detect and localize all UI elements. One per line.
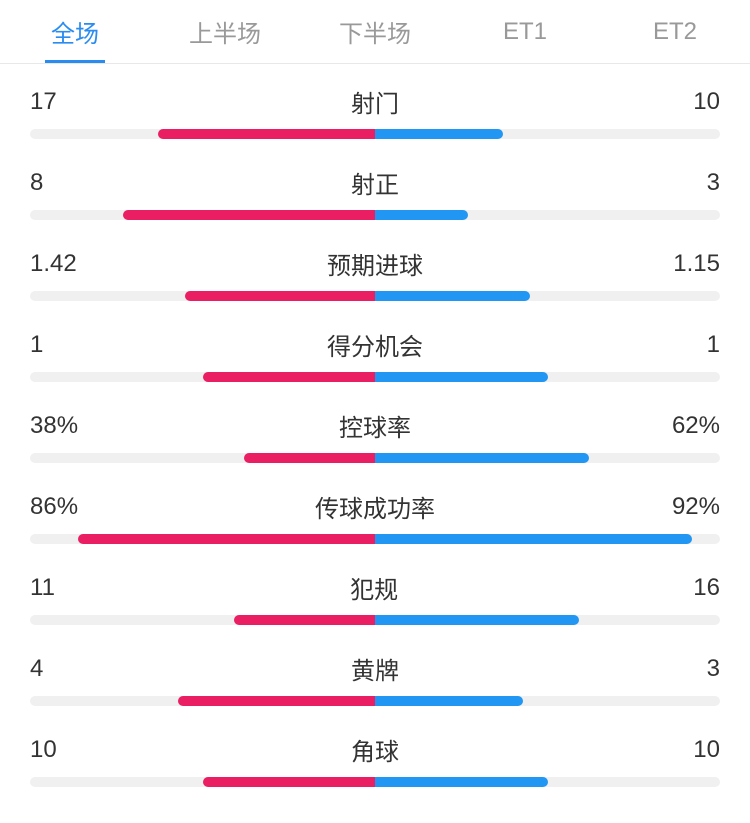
stat-right-bar bbox=[375, 291, 530, 301]
stat-header: 4黄牌3 bbox=[30, 651, 720, 686]
stat-header: 8射正3 bbox=[30, 165, 720, 200]
stat-left-bar bbox=[178, 696, 375, 706]
stat-right-value: 1 bbox=[707, 331, 720, 359]
stat-label: 传球成功率 bbox=[78, 489, 672, 524]
stat-left-bar bbox=[185, 291, 375, 301]
stat-label: 黄牌 bbox=[43, 651, 706, 686]
stat-label: 射门 bbox=[57, 84, 694, 119]
stats-list: 17射门108射正31.42预期进球1.151得分机会138%控球率62%86%… bbox=[0, 64, 750, 823]
stat-left-bar bbox=[78, 534, 375, 544]
stat-left-value: 11 bbox=[30, 574, 55, 602]
stat-header: 1.42预期进球1.15 bbox=[30, 246, 720, 281]
stat-header: 17射门10 bbox=[30, 84, 720, 119]
stat-row: 38%控球率62% bbox=[30, 408, 720, 463]
stat-left-bar bbox=[203, 777, 376, 787]
stat-label: 射正 bbox=[43, 165, 706, 200]
stat-right-value: 62% bbox=[672, 412, 720, 440]
stat-header: 10角球10 bbox=[30, 732, 720, 767]
stat-right-bar bbox=[375, 696, 523, 706]
stat-right-value: 10 bbox=[693, 736, 720, 764]
stat-bar bbox=[30, 291, 720, 301]
tab-4[interactable]: ET2 bbox=[600, 0, 750, 63]
stat-bar bbox=[30, 534, 720, 544]
stat-right-value: 16 bbox=[693, 574, 720, 602]
stat-right-value: 92% bbox=[672, 493, 720, 521]
stat-bar bbox=[30, 372, 720, 382]
stat-left-bar bbox=[158, 129, 375, 139]
stat-right-bar bbox=[375, 210, 468, 220]
stat-row: 1得分机会1 bbox=[30, 327, 720, 382]
stat-row: 4黄牌3 bbox=[30, 651, 720, 706]
stat-header: 38%控球率62% bbox=[30, 408, 720, 443]
stat-right-bar bbox=[375, 372, 548, 382]
stat-right-value: 10 bbox=[693, 88, 720, 116]
stat-left-value: 17 bbox=[30, 88, 57, 116]
stat-right-value: 3 bbox=[707, 655, 720, 683]
stat-label: 犯规 bbox=[55, 570, 693, 605]
stat-left-bar bbox=[234, 615, 375, 625]
stat-header: 86%传球成功率92% bbox=[30, 489, 720, 524]
stat-right-bar bbox=[375, 777, 548, 787]
stat-right-value: 1.15 bbox=[673, 250, 720, 278]
stat-right-bar bbox=[375, 453, 589, 463]
stat-left-value: 10 bbox=[30, 736, 57, 764]
stat-label: 得分机会 bbox=[43, 327, 706, 362]
stat-row: 17射门10 bbox=[30, 84, 720, 139]
stat-left-value: 8 bbox=[30, 169, 43, 197]
stat-row: 86%传球成功率92% bbox=[30, 489, 720, 544]
stat-left-value: 38% bbox=[30, 412, 78, 440]
stat-row: 10角球10 bbox=[30, 732, 720, 787]
tab-1[interactable]: 上半场 bbox=[150, 0, 300, 63]
stat-left-bar bbox=[244, 453, 375, 463]
stat-left-bar bbox=[203, 372, 376, 382]
stat-right-bar bbox=[375, 615, 579, 625]
stat-right-bar bbox=[375, 129, 503, 139]
stat-left-value: 1.42 bbox=[30, 250, 77, 278]
stat-left-bar bbox=[123, 210, 375, 220]
stat-right-value: 3 bbox=[707, 169, 720, 197]
stat-left-value: 4 bbox=[30, 655, 43, 683]
stat-bar bbox=[30, 696, 720, 706]
tab-3[interactable]: ET1 bbox=[450, 0, 600, 63]
stat-bar bbox=[30, 453, 720, 463]
stat-left-value: 1 bbox=[30, 331, 43, 359]
stat-bar bbox=[30, 777, 720, 787]
stat-label: 控球率 bbox=[78, 408, 672, 443]
stat-left-value: 86% bbox=[30, 493, 78, 521]
stat-header: 11犯规16 bbox=[30, 570, 720, 605]
stat-row: 1.42预期进球1.15 bbox=[30, 246, 720, 301]
stat-label: 角球 bbox=[57, 732, 694, 767]
tab-2[interactable]: 下半场 bbox=[300, 0, 450, 63]
stat-bar bbox=[30, 615, 720, 625]
stat-row: 8射正3 bbox=[30, 165, 720, 220]
stat-header: 1得分机会1 bbox=[30, 327, 720, 362]
tab-0[interactable]: 全场 bbox=[0, 0, 150, 63]
stat-row: 11犯规16 bbox=[30, 570, 720, 625]
stat-label: 预期进球 bbox=[77, 246, 674, 281]
stat-bar bbox=[30, 129, 720, 139]
stat-bar bbox=[30, 210, 720, 220]
stats-tabs: 全场上半场下半场ET1ET2 bbox=[0, 0, 750, 64]
stat-right-bar bbox=[375, 534, 692, 544]
